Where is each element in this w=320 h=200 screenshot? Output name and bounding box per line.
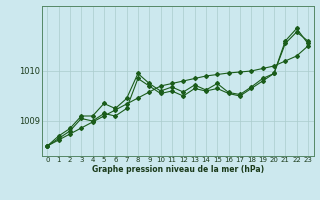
X-axis label: Graphe pression niveau de la mer (hPa): Graphe pression niveau de la mer (hPa) bbox=[92, 165, 264, 174]
